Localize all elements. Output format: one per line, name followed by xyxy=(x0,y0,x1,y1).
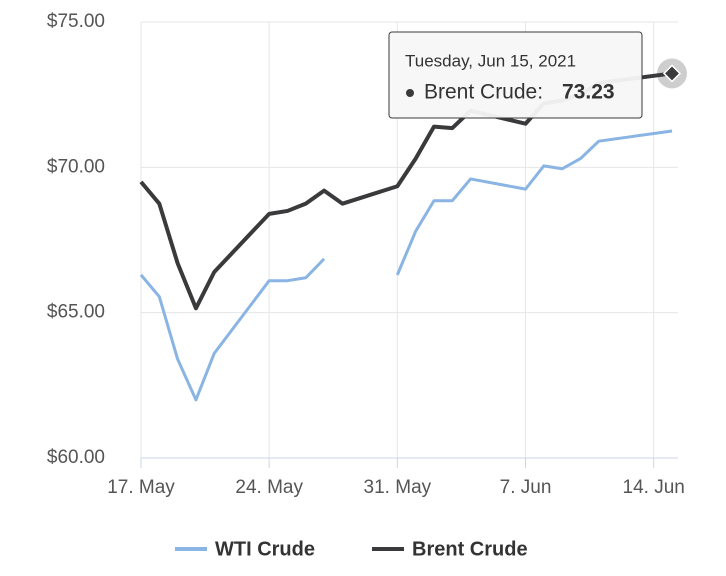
tooltip-value: 73.23 xyxy=(562,81,615,104)
y-tick-label: $75.00 xyxy=(47,11,105,32)
x-tick-label: 24. May xyxy=(235,477,303,498)
series-line xyxy=(139,129,673,402)
x-tick-label: 7. Jun xyxy=(500,477,552,498)
legend-label: Brent Crude xyxy=(412,538,528,560)
y-tick-label: $70.00 xyxy=(47,156,105,177)
tooltip-box xyxy=(388,31,643,119)
x-tick-label: 31. May xyxy=(364,477,432,498)
tooltip-series: Brent Crude: xyxy=(424,81,543,104)
x-tick-label: 17. May xyxy=(107,477,175,498)
tooltip-date: Tuesday, Jun 15, 2021 xyxy=(405,51,576,70)
tooltip-dot xyxy=(406,89,414,97)
y-tick-label: $60.00 xyxy=(47,447,105,468)
y-tick-label: $65.00 xyxy=(47,302,105,323)
x-tick-label: 14. Jun xyxy=(623,477,685,498)
hover-marker xyxy=(662,64,682,83)
legend-label: WTI Crude xyxy=(215,538,315,560)
tooltip: Tuesday, Jun 15, 2021 Brent Crude: 73.23 xyxy=(388,31,643,119)
